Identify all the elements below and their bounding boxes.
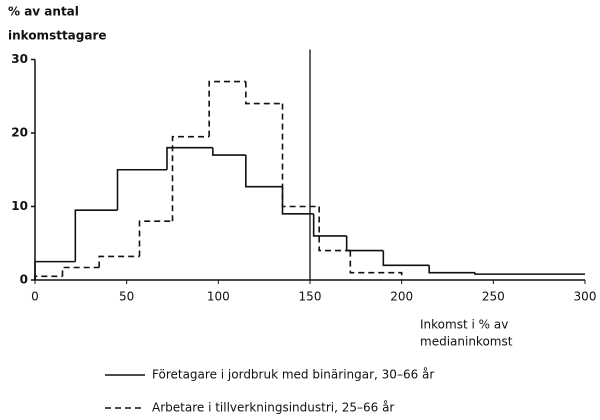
histogram-step bbox=[345, 235, 384, 252]
histogram-step bbox=[349, 250, 403, 280]
x-tick-label: 50 bbox=[119, 290, 134, 304]
x-tick-label: 150 bbox=[299, 290, 322, 304]
histogram-step bbox=[138, 220, 173, 257]
histogram-step bbox=[166, 146, 213, 170]
histogram-step bbox=[318, 206, 351, 252]
histogram-step bbox=[474, 272, 585, 275]
legend-label: Arbetare i tillverkningsindustri, 25–66 … bbox=[152, 401, 394, 415]
histogram-step bbox=[428, 265, 475, 274]
histogram-step bbox=[34, 260, 76, 280]
y-tick-label: 0 bbox=[20, 273, 28, 287]
x-tick-label: 100 bbox=[207, 290, 230, 304]
x-tick-label: 300 bbox=[574, 290, 597, 304]
legend-label: Företagare i jordbruk med binäringar, 30… bbox=[152, 368, 434, 382]
histogram-step bbox=[34, 275, 63, 280]
histogram-step bbox=[382, 250, 430, 267]
histogram-step bbox=[74, 209, 118, 262]
y-tick-label: 10 bbox=[11, 199, 28, 213]
histogram-step bbox=[61, 266, 100, 277]
histogram-step bbox=[245, 155, 283, 188]
histogram-step bbox=[281, 103, 320, 208]
histogram-step bbox=[171, 135, 210, 222]
y-tick-label: 20 bbox=[11, 126, 28, 140]
x-tick-label: 200 bbox=[390, 290, 413, 304]
x-axis-label: medianinkomst bbox=[420, 335, 513, 349]
histogram-step bbox=[116, 168, 167, 211]
y-axis-label: % av antal bbox=[8, 5, 79, 19]
histogram-step bbox=[312, 213, 347, 237]
x-tick-label: 0 bbox=[31, 290, 39, 304]
histogram-step bbox=[208, 80, 246, 137]
histogram-step bbox=[98, 255, 140, 268]
histogram-step bbox=[245, 81, 283, 105]
y-axis-label: inkomsttagare bbox=[8, 29, 107, 43]
x-tick-label: 250 bbox=[482, 290, 505, 304]
y-tick-label: 30 bbox=[11, 52, 28, 66]
histogram-step bbox=[212, 147, 246, 156]
histogram-step bbox=[281, 186, 314, 215]
x-axis-label: Inkomst i % av bbox=[420, 318, 508, 332]
